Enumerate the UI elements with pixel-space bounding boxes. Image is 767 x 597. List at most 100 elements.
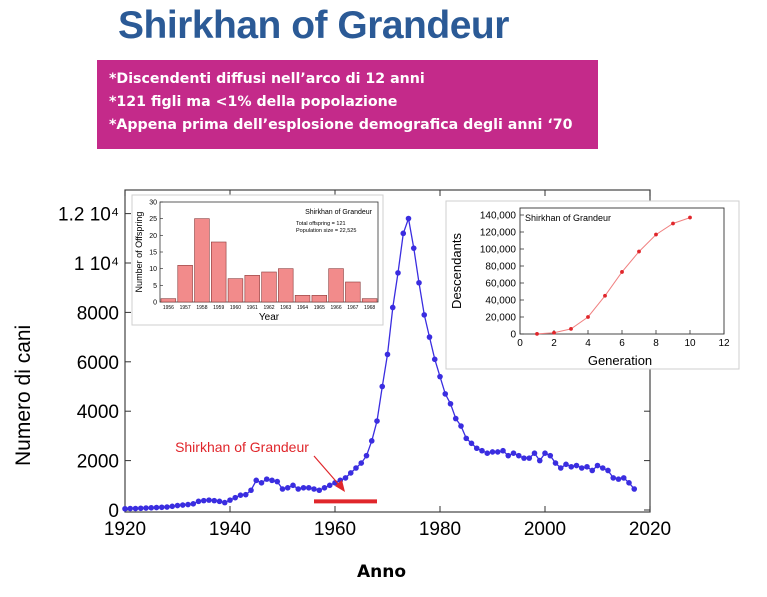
data-point [158,504,165,511]
x-tick-label: 2000 [524,519,566,540]
data-point [132,505,139,512]
y-tick-label: 2000 [77,452,119,473]
bar [311,295,327,303]
bar-x-tick-label: 1967 [347,305,358,311]
gen-data-point [620,270,624,274]
data-point [437,373,443,380]
data-point [484,450,491,456]
note-line-2: *121 figli ma <1% della popolazione [109,94,398,110]
data-point [305,484,312,491]
bar-y-tick-label: 15 [149,250,157,257]
data-point [368,438,375,444]
data-point [494,449,501,455]
data-point [295,486,302,492]
data-point [232,494,239,501]
data-point [400,230,407,237]
x-axis-label: Anno [357,562,407,582]
data-point [221,499,228,506]
data-point [536,457,543,464]
bar-x-tick-label: 1959 [213,305,224,311]
data-point [426,334,433,340]
bar-y-tick-label: 25 [149,216,157,223]
gen-data-point [654,232,658,237]
bar-x-tick-label: 1960 [230,305,241,311]
y-tick-label: 4000 [77,402,119,423]
x-tick-label: 1920 [104,519,146,540]
bar [294,295,311,303]
bar [361,298,378,303]
data-point [531,450,538,456]
slide-title: Shirkhan of Grandeur [118,4,509,47]
data-point [421,312,428,318]
bar-x-tick-label: 1958 [196,305,207,311]
bar-y-tick-label: 5 [153,283,157,290]
data-point [405,215,412,222]
bar-x-tick-label: 1957 [180,305,191,311]
data-point [620,475,627,481]
data-point [353,465,359,471]
data-point [227,497,233,503]
data-point [552,460,559,466]
data-point [526,455,533,461]
data-point [573,462,580,469]
y-tick-label: 1 10⁴ [74,254,119,275]
gen-data-point [637,249,641,254]
gen-y-tick-label: 20,000 [485,313,516,324]
data-point [269,477,275,484]
gen-y-tick-label: 80,000 [485,262,516,273]
annotation-arrow-head [335,480,345,492]
data-point [143,505,149,511]
data-point [321,484,328,491]
gen-x-tick-label: 10 [684,338,696,349]
bar-x-tick-label: 1965 [314,305,325,311]
data-point [463,435,470,442]
data-point [300,484,307,491]
data-point [342,475,349,481]
bar-x-tick-label: 1966 [331,305,342,311]
data-point [473,445,480,452]
bar-y-axis-label: Number of Offspring [134,212,144,293]
bar-y-tick-label: 10 [149,266,157,273]
y-tick-label: 0 [108,501,119,522]
bar-y-tick-label: 0 [153,300,157,307]
gen-data-point [552,330,556,335]
data-point [505,452,512,459]
data-point [379,383,386,390]
data-point [190,501,197,507]
data-point [489,449,496,455]
gen-x-tick-label: 8 [653,338,659,349]
data-point [279,486,286,492]
data-point [468,440,475,447]
bar-x-tick-label: 1961 [247,305,258,311]
annotation-arrow-line [313,455,342,488]
data-point [179,502,186,508]
data-point [263,476,270,482]
gen-data-point [569,327,573,331]
data-point [452,415,459,422]
data-point [610,475,617,481]
gen-y-axis-label: Descendants [449,233,464,309]
gen-y-tick-label: 60,000 [485,279,516,290]
data-point [395,270,401,276]
gen-y-tick-label: 40,000 [485,296,516,307]
gen-data-point [603,293,607,298]
data-point [557,465,564,471]
data-point [127,505,134,512]
data-point [185,501,191,508]
note-line-1: *Discendenti diffusi nell’arco di 12 ann… [109,71,425,87]
data-point [216,498,223,505]
gen-inset-title: Shirkhan of Grandeur [525,213,611,223]
data-point [195,498,202,505]
data-point [363,452,370,459]
data-point [248,487,254,494]
gen-x-tick-label: 2 [551,338,557,349]
gen-x-tick-label: 0 [517,338,523,349]
bar-x-tick-label: 1962 [263,305,274,311]
gen-data-point [535,331,539,336]
bar [345,281,361,303]
bar [227,278,244,303]
data-point [169,503,176,510]
gen-x-tick-label: 12 [718,338,730,349]
bar-x-tick-label: 1956 [163,305,174,311]
